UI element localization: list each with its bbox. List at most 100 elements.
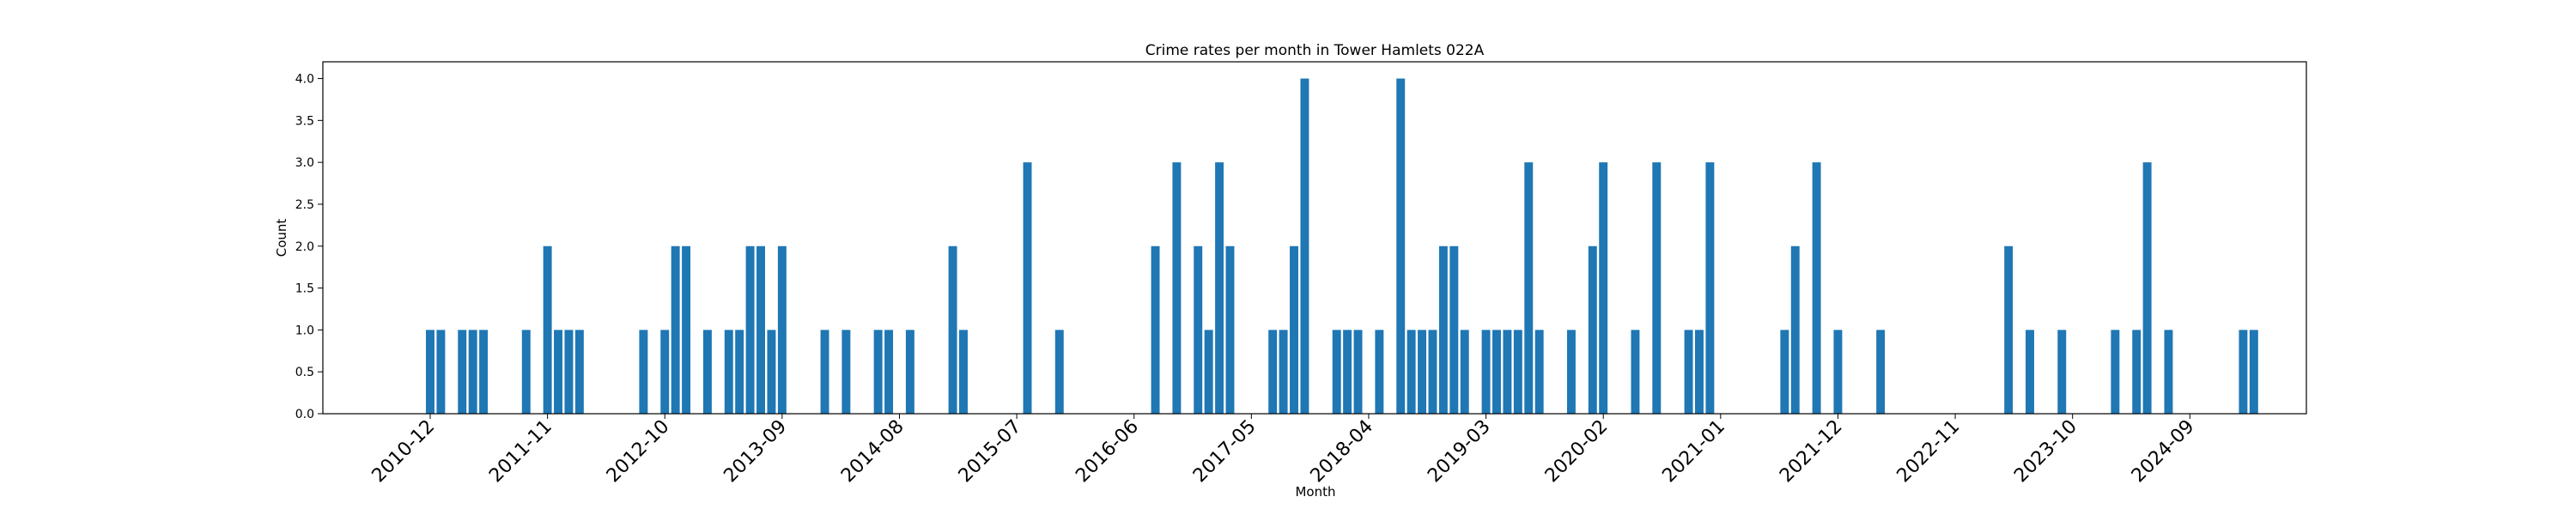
bar-2018-07 (1396, 78, 1406, 415)
y-tick-label: 3.5 (295, 114, 314, 128)
y-tick-label: 0.5 (295, 366, 314, 379)
bar-2011-01 (436, 330, 446, 414)
bar-2019-01 (1460, 330, 1469, 414)
bar-2017-09 (1290, 245, 1298, 414)
bar-2018-03 (1353, 330, 1363, 414)
bar-2015-01 (948, 245, 957, 414)
bar-2017-07 (1268, 330, 1278, 414)
bar-2012-08 (639, 330, 648, 414)
bar-2013-05 (735, 330, 744, 414)
y-tick-label: 1.0 (295, 324, 314, 337)
bar-2023-04 (2004, 245, 2014, 414)
x-tick-label: 2019-03 (1424, 416, 1495, 488)
bar-2015-08 (1023, 162, 1032, 414)
bar-2013-04 (724, 330, 733, 414)
x-tick-label: 2010-12 (368, 416, 440, 488)
bar-2018-11 (1438, 245, 1448, 414)
bar-2011-05 (479, 330, 489, 414)
bar-2016-10 (1172, 162, 1182, 414)
chart-title: Crime rates per month in Tower Hamlets 0… (1145, 42, 1485, 59)
bar-2011-04 (468, 330, 477, 414)
x-tick-label: 2012-10 (603, 416, 674, 488)
bar-2011-03 (458, 330, 467, 414)
bar-2020-05 (1631, 330, 1640, 414)
bar-2019-05 (1503, 330, 1512, 414)
x-tick-label: 2015-07 (955, 416, 1026, 488)
y-tick-label: 2.0 (295, 240, 314, 254)
bar-2013-06 (745, 245, 755, 414)
bar-2017-01 (1204, 330, 1213, 414)
x-tick-label: 2021-12 (1776, 416, 1847, 488)
bar-2024-04 (2132, 330, 2142, 414)
bar-2018-01 (1332, 330, 1341, 414)
y-tick-label: 2.5 (295, 198, 314, 212)
x-tick-label: 2020-02 (1541, 416, 1613, 488)
bar-2023-06 (2026, 330, 2034, 414)
bar-2019-11 (1566, 330, 1576, 414)
bar-2021-08 (1790, 245, 1800, 414)
y-axis-label: Count (274, 219, 289, 258)
bar-2020-11 (1695, 330, 1704, 414)
y-tick-label: 3.0 (295, 156, 314, 170)
bar-2013-02 (702, 330, 712, 414)
bar-2014-01 (820, 330, 829, 414)
bar-2019-07 (1524, 162, 1534, 414)
bar-2017-08 (1279, 330, 1288, 414)
bars-group (426, 78, 2258, 415)
bar-2012-11 (671, 245, 680, 414)
x-tick-label: 2016-06 (1072, 416, 1143, 488)
bar-2020-01 (1588, 245, 1597, 414)
x-axis-ticks: 2010-12 2011-11 2012-10 2013-09 2014-08 2015-… (368, 414, 2199, 487)
bar-2020-02 (1599, 162, 1608, 414)
bar-2020-10 (1684, 330, 1693, 414)
plot-frame (322, 61, 2307, 415)
bar-2020-07 (1652, 162, 1662, 414)
bar-2010-12 (426, 330, 434, 414)
bar-2023-09 (2057, 330, 2067, 414)
bar-2018-09 (1418, 330, 1427, 414)
bar-2014-03 (841, 330, 851, 414)
bar-2017-03 (1225, 245, 1235, 414)
x-tick-label: 2018-04 (1307, 416, 1378, 488)
bar-2013-08 (767, 330, 776, 414)
bar-2024-07 (2164, 330, 2173, 414)
x-tick-label: 2017-05 (1189, 416, 1261, 488)
bar-2016-08 (1151, 245, 1160, 414)
x-tick-label: 2011-11 (485, 416, 556, 488)
y-axis-ticks: 0.0 0.5 1.0 1.5 2.0 2.5 3.0 3.5 4.0 (295, 73, 323, 421)
bar-2024-05 (2142, 162, 2152, 414)
x-tick-label: 2013-09 (720, 416, 791, 488)
x-axis-label: Month (1295, 484, 1335, 500)
bar-2014-06 (873, 330, 883, 414)
bar-2015-11 (1054, 330, 1064, 414)
x-tick-label: 2023-10 (2010, 416, 2081, 488)
bar-2020-12 (1705, 162, 1715, 414)
bar-2018-02 (1343, 330, 1352, 414)
bar-2018-05 (1375, 330, 1384, 414)
bar-2019-06 (1513, 330, 1522, 414)
bar-2019-03 (1481, 330, 1491, 414)
bar-2013-07 (756, 245, 765, 414)
bar-2012-10 (660, 330, 670, 414)
bar-2019-04 (1492, 330, 1501, 414)
bar-2018-12 (1449, 245, 1459, 414)
bar-2018-08 (1406, 330, 1416, 414)
bar-2011-09 (521, 330, 531, 414)
bar-2015-02 (959, 330, 968, 414)
bar-2018-10 (1428, 330, 1437, 414)
x-tick-label: 2014-08 (837, 416, 908, 488)
bar-2019-08 (1534, 330, 1544, 414)
bar-2014-07 (884, 330, 894, 414)
bar-2014-09 (905, 330, 914, 414)
bar-2011-11 (543, 245, 552, 414)
bar-2017-10 (1300, 78, 1309, 415)
bar-2016-12 (1194, 245, 1203, 414)
bar-2011-12 (554, 330, 563, 414)
bar-2017-02 (1215, 162, 1224, 414)
bar-2024-02 (2111, 330, 2120, 414)
bar-2012-02 (574, 330, 584, 414)
bar-2021-10 (1812, 162, 1821, 414)
y-tick-label: 0.0 (295, 408, 314, 421)
bar-2012-12 (682, 245, 691, 414)
